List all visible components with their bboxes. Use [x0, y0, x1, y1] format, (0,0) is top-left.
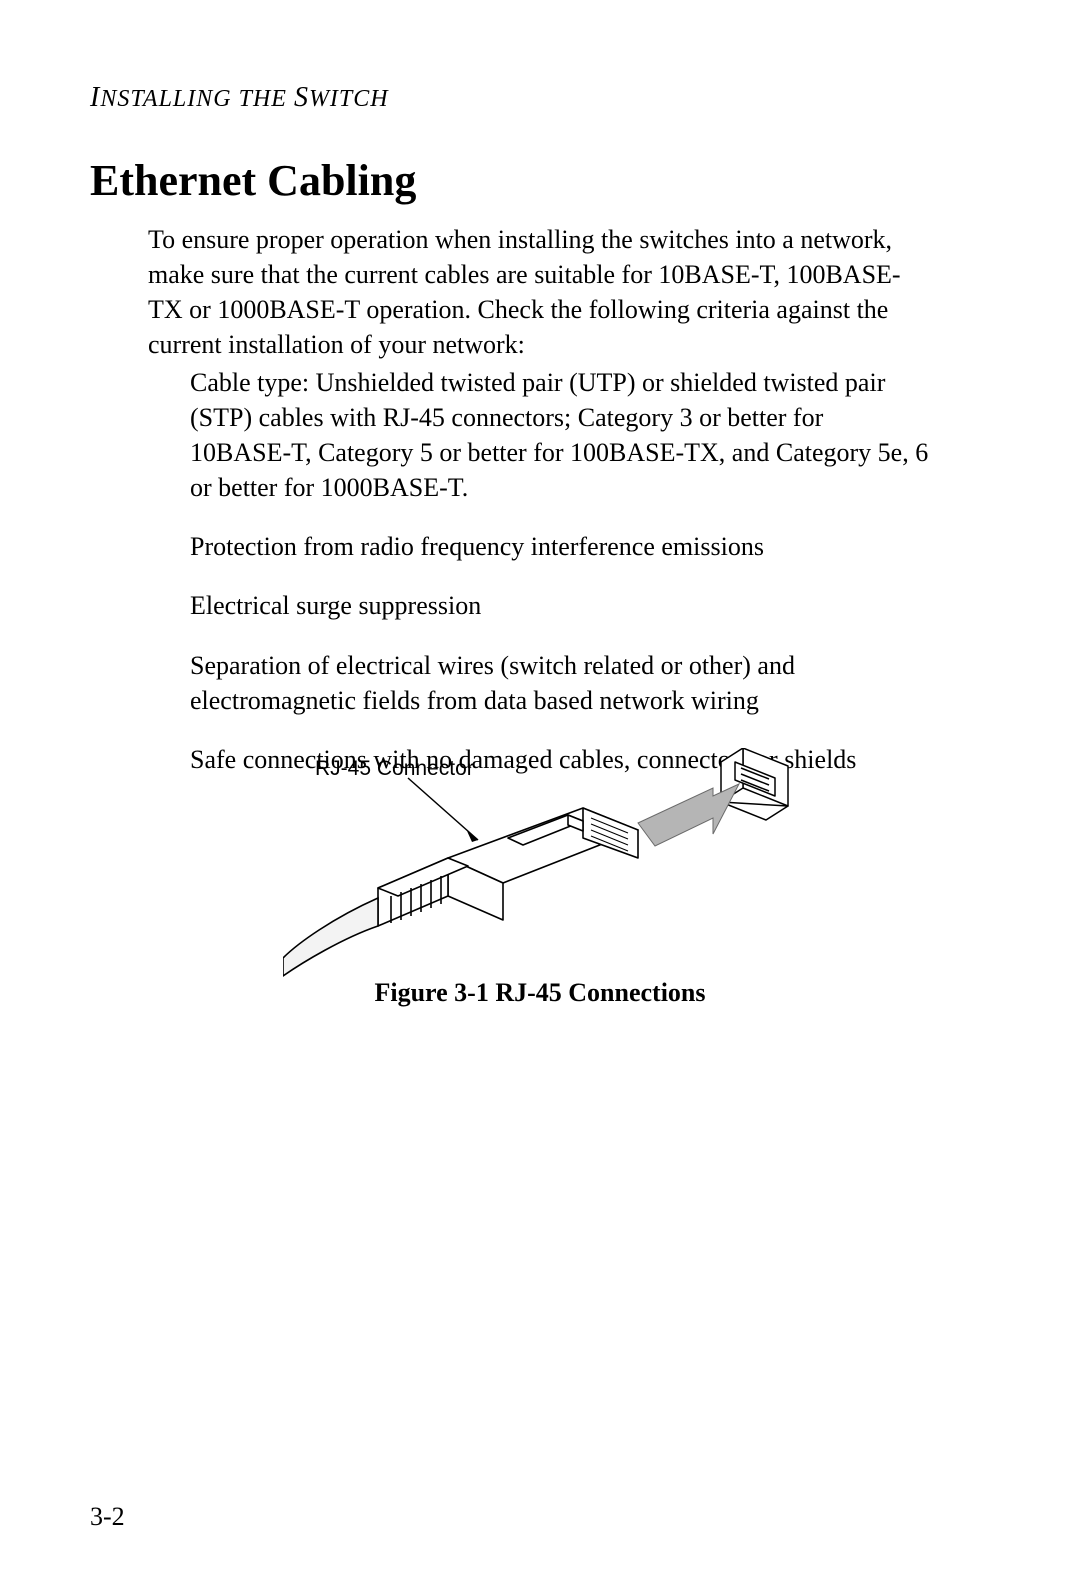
header-small2: WITCH [309, 86, 389, 112]
figure-caption: Figure 3-1 RJ-45 Connections [0, 978, 1080, 1008]
bullet-item: Cable type: Unshielded twisted pair (UTP… [190, 365, 930, 505]
header-small1: NSTALLING THE [100, 86, 287, 112]
page-number: 3-2 [90, 1502, 125, 1532]
bullet-item: Protection from radio frequency interfer… [190, 529, 930, 564]
page: INSTALLING THE SWITCH Ethernet Cabling T… [0, 0, 1080, 1570]
intro-text: To ensure proper operation when installi… [148, 222, 928, 362]
page-title: Ethernet Cabling [90, 155, 416, 206]
bullet-item: Electrical surge suppression [190, 588, 930, 623]
header-cap1: I [90, 82, 100, 113]
rj45-figure [283, 748, 803, 978]
intro-paragraph: To ensure proper operation when installi… [148, 222, 928, 388]
bullet-item: Separation of electrical wires (switch r… [190, 648, 930, 718]
header-cap2: S [294, 82, 309, 113]
running-header: INSTALLING THE SWITCH [90, 82, 389, 114]
bullet-list: Cable type: Unshielded twisted pair (UTP… [190, 365, 930, 801]
